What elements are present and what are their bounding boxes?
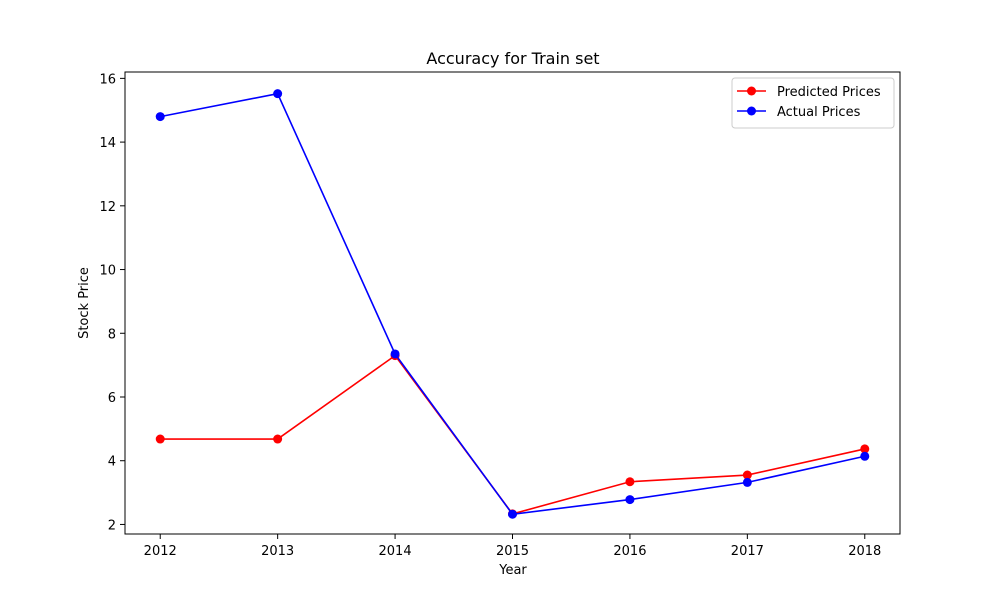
data-point — [273, 89, 283, 99]
legend: Predicted Prices Actual Prices — [731, 77, 895, 129]
data-point — [155, 434, 165, 444]
data-point — [155, 112, 165, 122]
plot-frame — [124, 71, 901, 535]
data-point — [390, 349, 400, 359]
y-tick-label: 16 — [99, 72, 116, 87]
x-tick-label: 2015 — [496, 544, 529, 559]
data-point — [742, 470, 752, 480]
y-axis: 2 4 6 8 10 12 14 16 — [99, 72, 125, 533]
x-tick-label: 2018 — [848, 544, 881, 559]
x-tick-label: 2016 — [613, 544, 646, 559]
y-tick-label: 14 — [99, 136, 116, 151]
x-tick-label: 2017 — [731, 544, 764, 559]
data-point — [508, 509, 517, 519]
x-tick-label: 2014 — [379, 544, 412, 559]
y-tick-label: 4 — [108, 455, 116, 470]
legend-swatch-marker — [747, 106, 756, 116]
chart-title: Accuracy for Train set — [426, 49, 599, 68]
data-point — [860, 444, 870, 454]
y-tick-label: 6 — [108, 391, 116, 406]
x-axis: 2012 2013 2014 2015 2016 2017 2018 — [144, 534, 881, 559]
series-layer — [155, 89, 870, 519]
x-tick-label: 2013 — [261, 544, 294, 559]
data-point — [742, 477, 752, 487]
y-tick-label: 2 — [108, 518, 116, 533]
data-point — [625, 495, 635, 505]
y-tick-label: 10 — [99, 264, 116, 279]
y-axis-label: Stock Price — [77, 267, 92, 339]
legend-entry-label: Predicted Prices — [777, 85, 881, 100]
legend-swatch-marker — [747, 86, 756, 96]
legend-entry-label: Actual Prices — [777, 105, 861, 120]
y-tick-label: 8 — [108, 327, 116, 342]
data-point — [625, 477, 635, 487]
data-point — [273, 434, 283, 444]
y-tick-label: 12 — [99, 200, 116, 215]
data-point — [860, 451, 870, 461]
x-tick-label: 2012 — [144, 544, 177, 559]
legend-box — [731, 77, 895, 129]
x-axis-label: Year — [498, 563, 527, 578]
